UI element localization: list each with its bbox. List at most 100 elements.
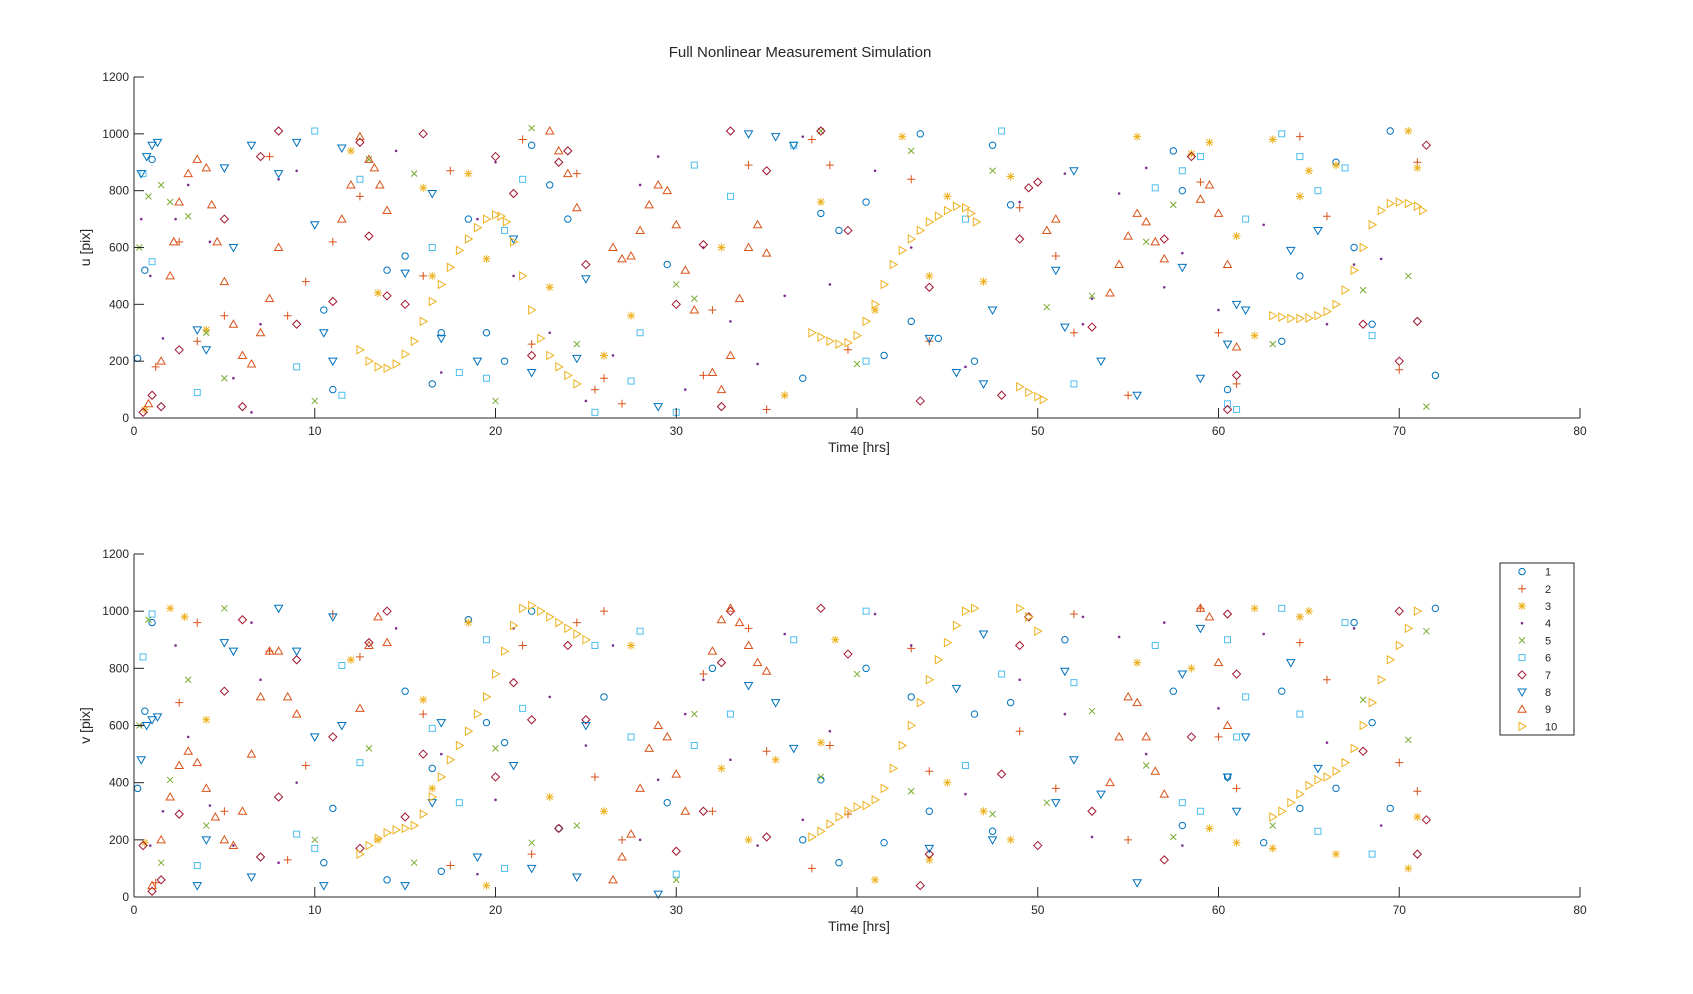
data-point xyxy=(320,859,328,867)
data-point xyxy=(608,874,618,884)
data-point xyxy=(374,288,383,297)
data-point xyxy=(1395,640,1405,651)
data-point xyxy=(987,836,998,845)
data-point xyxy=(564,623,573,634)
data-point xyxy=(419,183,428,192)
data-point xyxy=(1204,179,1215,189)
data-points xyxy=(133,124,1440,418)
data-point xyxy=(1214,328,1223,337)
data-point xyxy=(611,644,615,647)
data-point xyxy=(725,603,736,612)
data-point xyxy=(1014,640,1025,651)
data-point xyxy=(527,850,536,859)
data-point xyxy=(365,745,373,752)
data-point xyxy=(394,149,398,153)
data-point xyxy=(925,855,934,864)
data-point xyxy=(1059,323,1070,333)
data-point xyxy=(382,637,392,647)
data-point xyxy=(1214,732,1223,741)
data-point xyxy=(1222,404,1233,415)
y-axis-label: v [pix] xyxy=(77,707,93,744)
data-point xyxy=(383,827,393,838)
data-point xyxy=(318,882,329,891)
data-point xyxy=(400,269,410,279)
data-point xyxy=(455,740,465,751)
data-point xyxy=(237,350,248,359)
data-point xyxy=(193,337,202,346)
legend-box xyxy=(1499,562,1575,736)
data-point xyxy=(581,259,591,270)
data-point xyxy=(1124,835,1133,844)
data-point xyxy=(1359,696,1367,704)
legend-entry: 7 xyxy=(1545,670,1551,682)
y-axis-label: u [pix] xyxy=(77,229,93,266)
data-point xyxy=(400,812,410,822)
data-point xyxy=(1132,879,1143,888)
data-point xyxy=(246,749,257,758)
data-point xyxy=(369,162,380,172)
data-point xyxy=(672,876,680,884)
data-point xyxy=(221,604,228,612)
data-point xyxy=(1296,313,1305,324)
data-point xyxy=(970,710,979,718)
data-point xyxy=(428,724,436,732)
data-point xyxy=(168,236,179,246)
x-tick-label: 20 xyxy=(489,903,503,917)
data-point xyxy=(653,179,664,189)
data-point xyxy=(273,170,284,179)
y-tick-label: 1000 xyxy=(102,604,129,618)
data-point xyxy=(1178,186,1187,195)
data-point xyxy=(898,740,908,751)
data-point xyxy=(401,252,409,260)
data-point xyxy=(501,226,509,234)
data-point xyxy=(783,632,786,636)
data-point xyxy=(924,282,935,292)
data-point xyxy=(989,810,996,818)
data-point xyxy=(627,311,636,320)
data-point xyxy=(771,755,780,764)
data-point xyxy=(934,654,944,665)
data-point xyxy=(250,411,253,414)
data-point xyxy=(636,627,644,635)
data-point xyxy=(916,697,926,708)
data-point xyxy=(978,380,989,389)
y-tick-label: 800 xyxy=(109,184,129,198)
data-point xyxy=(744,835,753,844)
data-point xyxy=(1386,127,1394,135)
data-point xyxy=(1232,232,1241,241)
data-point xyxy=(291,655,302,665)
data-point xyxy=(427,190,438,199)
data-point xyxy=(835,859,843,867)
data-point xyxy=(1196,178,1205,187)
data-point xyxy=(192,757,203,767)
x-tick-label: 60 xyxy=(1212,903,1226,917)
data-point xyxy=(573,379,582,389)
data-point xyxy=(148,844,152,847)
data-point xyxy=(356,849,365,859)
data-point xyxy=(1358,746,1368,756)
data-point xyxy=(611,354,615,357)
data-point xyxy=(961,606,971,617)
data-point xyxy=(644,743,654,752)
data-point xyxy=(291,647,302,657)
data-point xyxy=(544,125,555,135)
data-point xyxy=(961,762,969,770)
data-point xyxy=(1240,733,1251,742)
data-point xyxy=(1395,365,1404,374)
data-point xyxy=(1117,192,1121,195)
data-point xyxy=(862,357,870,365)
data-point xyxy=(653,890,664,900)
data-point xyxy=(599,351,608,360)
data-point xyxy=(1413,606,1423,617)
data-point xyxy=(1412,849,1423,859)
data-point xyxy=(174,760,185,770)
data-point xyxy=(1379,824,1383,827)
data-point xyxy=(186,735,190,739)
data-point xyxy=(599,374,608,383)
series-1 xyxy=(133,604,1440,884)
data-point xyxy=(232,376,235,380)
data-point xyxy=(374,835,383,844)
data-point xyxy=(546,350,555,361)
x-tick-label: 40 xyxy=(850,903,864,917)
data-point xyxy=(365,156,373,163)
